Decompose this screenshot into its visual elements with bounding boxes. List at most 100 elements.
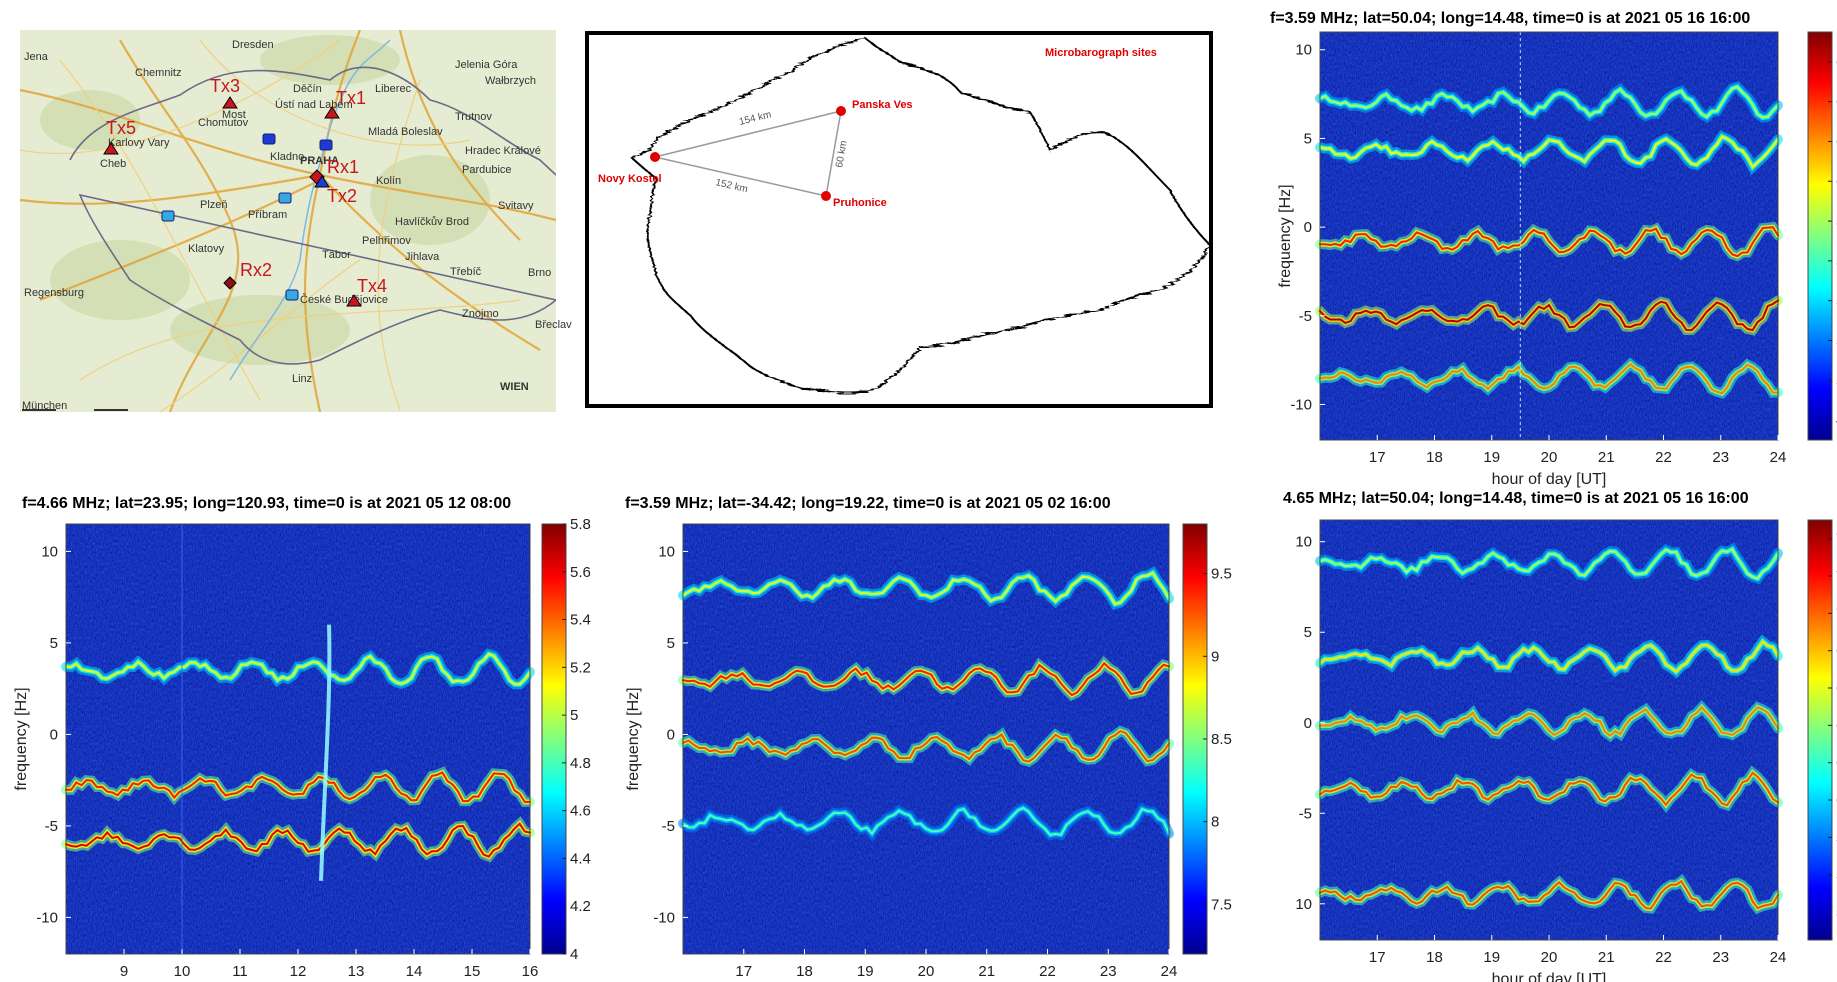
x-tick-label: 22 bbox=[1655, 949, 1672, 966]
town-label: Svitavy bbox=[498, 200, 534, 212]
site-label-novy-kostel: Novy Kostel bbox=[598, 173, 662, 185]
town-label: Mladá Boleslav bbox=[368, 126, 443, 138]
town-label: Ústí nad Labem bbox=[275, 98, 353, 111]
town-label: Břeclav bbox=[535, 319, 572, 331]
x-tick-label: 12 bbox=[290, 963, 307, 980]
colorbar-tick-label: 5 bbox=[570, 707, 578, 724]
colorbar-tick-label: 5.2 bbox=[570, 659, 591, 676]
pruhonice-dot bbox=[821, 191, 831, 201]
chart-title: f=4.66 MHz; lat=23.95; long=120.93, time… bbox=[22, 495, 511, 512]
rx2-label: Rx2 bbox=[240, 260, 272, 280]
doppler-band bbox=[1319, 299, 1779, 332]
town-label: Klatovy bbox=[188, 243, 225, 255]
x-tick-label: 18 bbox=[796, 963, 813, 980]
x-tick-label: 20 bbox=[918, 963, 935, 980]
y-tick-label: 10 bbox=[1295, 896, 1312, 913]
town-label: Chomutov bbox=[198, 117, 249, 129]
town-label: České Budějovice bbox=[300, 293, 388, 306]
x-tick-label: 23 bbox=[1712, 449, 1729, 466]
doppler-band bbox=[682, 806, 1170, 837]
colorbar-tick-label: 4 bbox=[570, 946, 578, 963]
town-label: Havlíčkův Brod bbox=[395, 216, 469, 228]
road-map-panel: Dresden Chemnitz Jelenia Góra Wałbrzych … bbox=[20, 30, 572, 412]
x-tick-label: 10 bbox=[174, 963, 191, 980]
town-label: PRAHA bbox=[300, 155, 339, 167]
chart-title: 4.65 MHz; lat=50.04; long=14.48, time=0 … bbox=[1283, 490, 1749, 507]
microbarograph-markers bbox=[161, 133, 333, 301]
x-tick-label: 21 bbox=[978, 963, 995, 980]
site-label-panska-ves: Panska Ves bbox=[852, 99, 913, 111]
town-label: Jena bbox=[24, 51, 49, 63]
y-tick-label: 5 bbox=[1304, 130, 1312, 147]
town-label: Jihlava bbox=[405, 251, 440, 263]
x-tick-label: 17 bbox=[1369, 449, 1386, 466]
x-tick-label: 24 bbox=[1770, 949, 1787, 966]
doppler-band bbox=[1319, 879, 1779, 910]
doppler-band bbox=[1319, 547, 1779, 580]
town-label: Jelenia Góra bbox=[455, 59, 518, 71]
colorbar-tick-label: 8 bbox=[1211, 814, 1219, 831]
tx5-marker bbox=[103, 142, 119, 155]
x-tick-label: 20 bbox=[1541, 449, 1558, 466]
town-label: Hradec Králové bbox=[465, 145, 541, 157]
y-tick-label: -5 bbox=[1299, 805, 1312, 822]
distance-label: 60 km bbox=[834, 140, 850, 169]
colorbar-tick-label: 9.5 bbox=[1211, 566, 1232, 583]
y-tick-label: 10 bbox=[658, 543, 675, 560]
x-tick-label: 22 bbox=[1655, 449, 1672, 466]
colorbar bbox=[541, 523, 567, 955]
chart-title: f=3.59 MHz; lat=-34.42; long=19.22, time… bbox=[625, 495, 1111, 512]
x-tick-label: 16 bbox=[522, 963, 539, 980]
town-label: Liberec bbox=[375, 83, 412, 95]
doppler-band bbox=[682, 571, 1170, 606]
y-tick-label: 10 bbox=[41, 543, 58, 560]
doppler-band bbox=[682, 661, 1170, 697]
doppler-band bbox=[1319, 135, 1779, 169]
colorbar-tick-label: 4.6 bbox=[570, 803, 591, 820]
y-tick-label: 0 bbox=[1304, 219, 1312, 236]
doppler-band bbox=[65, 652, 531, 686]
town-label: Plzeň bbox=[200, 199, 228, 211]
rx1-label: Rx1 bbox=[327, 157, 359, 177]
y-axis-title: frequency [Hz] bbox=[1277, 184, 1294, 287]
x-axis-title: hour of day [UT] bbox=[1492, 471, 1607, 488]
x-tick-label: 21 bbox=[1598, 449, 1615, 466]
microbarograph-title: Microbarograph sites bbox=[1045, 47, 1157, 59]
town-label: Cheb bbox=[100, 158, 126, 170]
x-tick-label: 22 bbox=[1039, 963, 1056, 980]
y-tick-label: -10 bbox=[1290, 397, 1312, 414]
colorbar-tick-label: 4.8 bbox=[570, 755, 591, 772]
y-tick-label: 5 bbox=[1304, 624, 1312, 641]
disturbance-trace bbox=[319, 624, 332, 881]
y-tick-label: -10 bbox=[36, 909, 58, 926]
town-label: Dresden bbox=[232, 39, 274, 51]
czech-outline bbox=[630, 36, 1212, 394]
tx2-label: Tx2 bbox=[327, 186, 357, 206]
doppler-band bbox=[1319, 85, 1779, 119]
y-tick-label: -5 bbox=[45, 818, 58, 835]
colorbar-tick-label: 5.4 bbox=[570, 612, 591, 629]
y-tick-label: -5 bbox=[662, 818, 675, 835]
colorbar-tick-label: 7.5 bbox=[1211, 896, 1232, 913]
town-label: Znojmo bbox=[462, 308, 499, 320]
x-tick-label: 9 bbox=[120, 963, 128, 980]
colorbar-tick-label: 4.4 bbox=[570, 850, 591, 867]
tx4-label: Tx4 bbox=[357, 276, 387, 296]
y-tick-label: 5 bbox=[667, 635, 675, 652]
doppler-band bbox=[1319, 705, 1779, 737]
x-tick-label: 18 bbox=[1426, 449, 1443, 466]
spectrogram-panel-bottom-left: f=4.66 MHz; lat=23.95; long=120.93, time… bbox=[13, 495, 591, 980]
tx3-label: Tx3 bbox=[210, 76, 240, 96]
doppler-band bbox=[682, 729, 1170, 763]
noise-texture bbox=[66, 524, 530, 954]
town-label: WIEN bbox=[500, 381, 529, 393]
y-tick-label: 0 bbox=[50, 726, 58, 743]
colorbar-tick-label: 4.2 bbox=[570, 898, 591, 915]
town-label: Tábor bbox=[322, 249, 351, 261]
tx2-marker bbox=[314, 175, 330, 188]
x-axis-title: hour of day [UT] bbox=[1492, 971, 1607, 982]
spectrogram-panel-bottom-right: 4.65 MHz; lat=50.04; long=14.48, time=0 … bbox=[1283, 490, 1837, 982]
doppler-band bbox=[1319, 362, 1779, 395]
x-tick-label: 21 bbox=[1598, 949, 1615, 966]
